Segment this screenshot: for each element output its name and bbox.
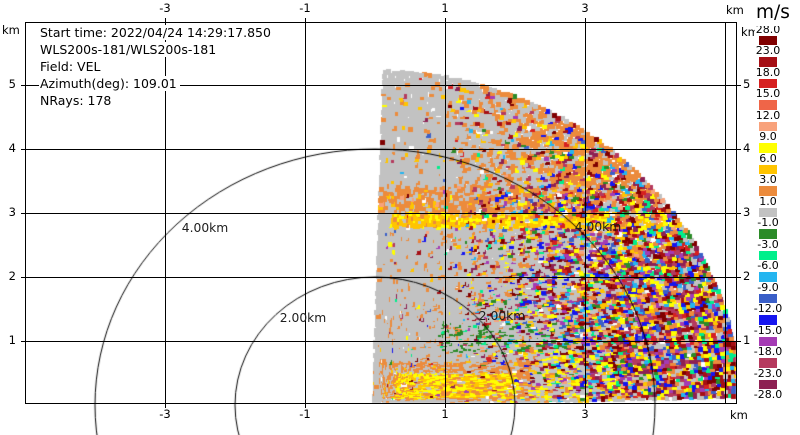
y-tick-label-right: 3 <box>743 205 751 219</box>
colorbar-boundary-label: -15.0 <box>752 323 784 337</box>
x-tick-mark-top <box>445 18 446 22</box>
scan-metadata-annotation: Start time: 2022/04/24 14:29:17.850 WLS20… <box>39 25 274 110</box>
y-tick-label-left: 1 <box>8 333 16 347</box>
velocity-colorbar <box>759 30 777 395</box>
y-tick-mark-right <box>737 149 741 150</box>
y-tick-label-right: 1 <box>743 333 751 347</box>
annotation-line: WLS200s-181/WLS200s-181 <box>39 42 220 57</box>
colorbar-boundary-label: 23.0 <box>754 44 782 58</box>
colorbar-boundary-label: -23.0 <box>752 366 784 380</box>
range-ring-label: 2.00km <box>279 311 327 325</box>
y-tick-mark-right <box>737 341 741 342</box>
x-tick-mark-bottom <box>165 404 166 408</box>
x-tick-label-bottom: 3 <box>581 407 589 421</box>
range-ring-label: 2.00km <box>478 309 526 323</box>
y-tick-mark-right <box>737 85 741 86</box>
x-tick-mark-top <box>585 18 586 22</box>
y-tick-label-left: 3 <box>8 205 16 219</box>
x-tick-label-bottom: -1 <box>299 407 311 421</box>
y-tick-mark-left <box>21 341 25 342</box>
y-tick-label-left: 5 <box>8 77 16 91</box>
x-tick-label-top: -3 <box>159 1 171 15</box>
annotation-line: Field: VEL <box>39 59 104 74</box>
x-tick-label-bottom: 1 <box>441 407 449 421</box>
y-tick-label-right: 5 <box>743 77 751 91</box>
y-tick-mark-left <box>21 149 25 150</box>
horizontal-gridline <box>25 149 737 150</box>
y-tick-mark-left <box>21 213 25 214</box>
colorbar-boundary-label: -12.0 <box>752 302 784 316</box>
colorbar-title: m/s <box>754 0 792 26</box>
horizontal-gridline <box>25 213 737 214</box>
colorbar-boundary-label: -1.0 <box>756 216 780 230</box>
x-tick-mark-top <box>165 18 166 22</box>
colorbar-boundary-label: -9.0 <box>756 280 780 294</box>
x-tick-mark-bottom <box>445 404 446 408</box>
annotation-line: Azimuth(deg): 109.01 <box>39 76 180 91</box>
y-tick-label-right: 4 <box>743 141 751 155</box>
x-tick-mark-bottom <box>305 404 306 408</box>
colorbar-boundary-label: -28.0 <box>752 388 784 401</box>
axis-unit-label-bottom-right: km <box>730 408 748 422</box>
colorbar-boundary-label: 9.0 <box>758 130 778 144</box>
colorbar-boundary-label: -6.0 <box>756 259 780 273</box>
x-tick-label-top: 3 <box>581 1 589 15</box>
horizontal-gridline <box>25 341 737 342</box>
y-tick-mark-left <box>21 277 25 278</box>
x-tick-label-top: 1 <box>441 1 449 15</box>
colorbar-boundary-label: 28.0 <box>754 23 782 36</box>
y-tick-label-right: 2 <box>743 269 751 283</box>
y-tick-label-left: 4 <box>8 141 16 155</box>
x-tick-mark-top <box>305 18 306 22</box>
colorbar-boundary-label: 1.0 <box>758 194 778 208</box>
annotation-line: Start time: 2022/04/24 14:29:17.850 <box>39 25 274 40</box>
x-tick-mark-bottom <box>585 404 586 408</box>
colorbar-boundary-label: -3.0 <box>756 237 780 251</box>
y-tick-label-left: 2 <box>8 269 16 283</box>
x-tick-label-bottom: -3 <box>159 407 171 421</box>
axis-unit-label-top-right: km <box>726 3 744 17</box>
y-tick-mark-left <box>21 85 25 86</box>
colorbar-boundary-label: 3.0 <box>758 173 778 187</box>
range-ring-label: 4.00km <box>181 221 229 235</box>
annotation-line: NRays: 178 <box>39 93 115 108</box>
range-ring-label: 4.00km <box>574 220 622 234</box>
y-tick-mark-right <box>737 213 741 214</box>
colorbar-boundary-label: 12.0 <box>754 108 782 122</box>
axis-unit-label-right: km <box>741 25 759 39</box>
colorbar-boundary-label: 18.0 <box>754 65 782 79</box>
horizontal-gridline <box>25 277 737 278</box>
colorbar-boundary-label: 15.0 <box>754 87 782 101</box>
horizontal-gridline <box>25 85 737 86</box>
axis-unit-label-top-left: km <box>2 23 20 37</box>
y-tick-mark-right <box>737 277 741 278</box>
x-tick-label-top: -1 <box>299 1 311 15</box>
colorbar-boundary-label: -18.0 <box>752 345 784 359</box>
colorbar-boundary-label: 6.0 <box>758 151 778 165</box>
